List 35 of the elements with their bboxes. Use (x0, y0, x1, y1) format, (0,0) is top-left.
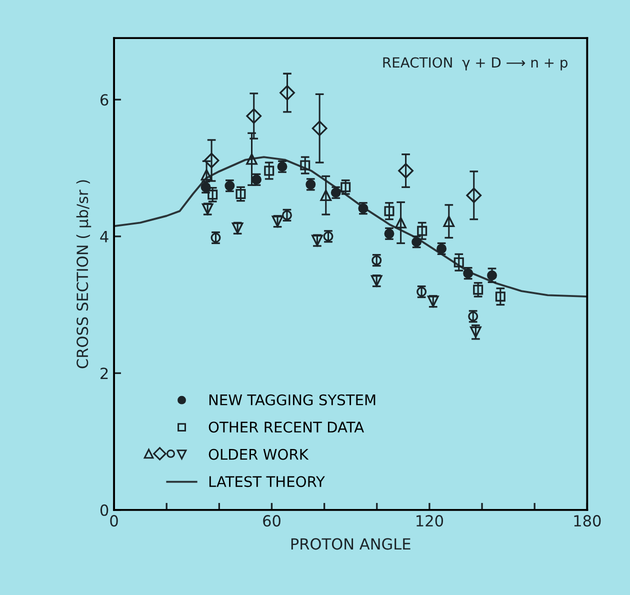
point (320, 190, 332, 202)
legend-label: LATEST THEORY (209, 476, 325, 488)
point (312, 120, 328, 136)
point (454, 257, 464, 268)
point (466, 188, 482, 204)
point (495, 292, 506, 302)
y-tick-label: 0 (100, 504, 108, 516)
y-axis-title: CROSS SECTION ( μb/sr ) (76, 180, 92, 368)
point (443, 216, 455, 228)
point (395, 217, 406, 228)
legend-label: OLDER WORK (208, 448, 309, 460)
x-tick-label: 0 (110, 515, 118, 527)
point (417, 226, 428, 236)
y-tick-label: 4 (100, 231, 108, 242)
x-tick-label: 120 (416, 515, 444, 527)
point (473, 284, 484, 295)
point (236, 188, 246, 199)
point (384, 206, 394, 216)
x-tick-label: 180 (574, 515, 601, 527)
point (340, 182, 351, 192)
y-tick-label: 2 (100, 368, 108, 379)
point (264, 166, 274, 176)
legend-label: NEW TAGGING SYSTEM (209, 394, 376, 406)
legend-label: OTHER RECENT DATA (208, 422, 364, 433)
point (246, 108, 262, 124)
point (398, 163, 414, 178)
annotation: REACTION γ + D ⟶ n + p (383, 57, 568, 70)
point (204, 152, 220, 168)
point (300, 160, 310, 170)
point (280, 85, 295, 100)
x-axis-title: PROTON ANGLE (291, 538, 410, 550)
point (487, 270, 498, 280)
point (246, 153, 258, 165)
y-tick-label: 6 (100, 94, 108, 106)
x-tick-label: 60 (263, 515, 280, 527)
